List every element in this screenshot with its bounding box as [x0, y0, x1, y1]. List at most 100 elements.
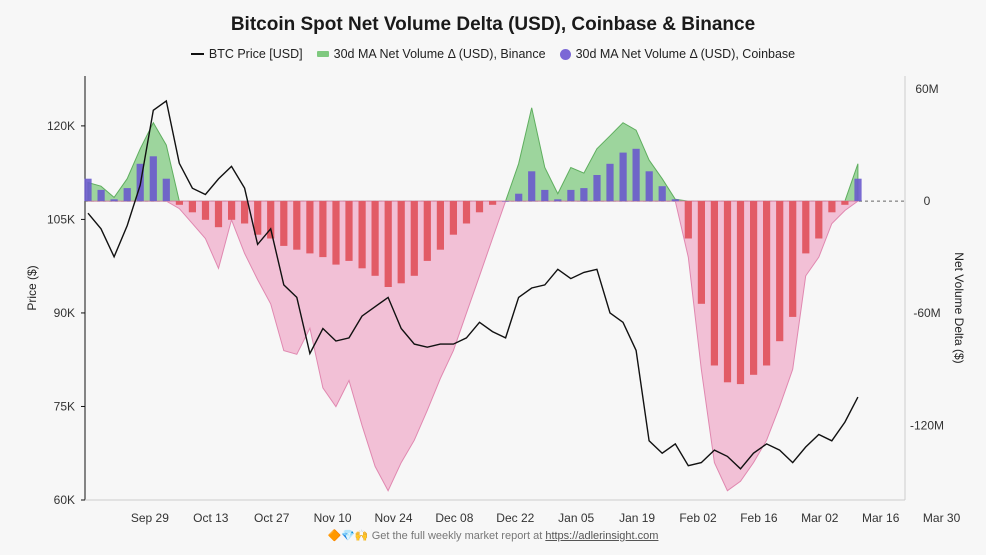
coinbase-bar [697, 201, 705, 304]
coinbase-bar [671, 199, 679, 202]
legend-label-price: BTC Price [USD] [208, 47, 303, 61]
legend-swatch-coinbase [559, 48, 571, 60]
coinbase-bar [815, 201, 823, 239]
y-right-tick-label: -120M [910, 418, 944, 432]
x-tick-label: Feb 02 [679, 511, 717, 525]
y-right-axis-title: Net Volume Delta ($) [952, 252, 966, 363]
coinbase-bar [776, 201, 784, 342]
coinbase-bar [619, 152, 627, 202]
coinbase-bar [475, 201, 484, 213]
coinbase-bar [580, 188, 588, 202]
coinbase-bar [162, 178, 170, 202]
x-tick-label: Dec 22 [496, 511, 534, 525]
coinbase-bar [84, 178, 92, 202]
y-left-tick-label: 60K [54, 493, 75, 507]
legend-label-binance: 30d MA Net Volume Δ (USD), Binance [333, 47, 546, 61]
x-tick-label: Sep 29 [131, 511, 169, 525]
coinbase-bar [841, 201, 849, 205]
coinbase-bar [489, 201, 497, 205]
coinbase-bar [149, 156, 157, 202]
legend-label-coinbase: 30d MA Net Volume Δ (USD), Coinbase [575, 47, 796, 61]
coinbase-bar [410, 201, 418, 276]
x-tick-label: Mar 02 [801, 511, 839, 525]
coinbase-bar [736, 201, 745, 385]
coinbase-bar [97, 189, 105, 202]
coinbase-bar [371, 201, 379, 276]
x-tick-label: Mar 16 [862, 511, 900, 525]
coinbase-bar [188, 201, 196, 213]
coinbase-bar [214, 201, 223, 228]
legend-item-coinbase[interactable]: 30d MA Net Volume Δ (USD), Coinbase [559, 47, 796, 61]
x-tick-label: Nov 10 [314, 511, 352, 525]
coinbase-bar [723, 201, 732, 383]
coinbase-bar [567, 189, 575, 202]
coinbase-bar [175, 201, 183, 205]
x-tick-label: Oct 13 [193, 511, 229, 525]
coinbase-bar [201, 201, 210, 220]
y-left-tick-label: 75K [54, 399, 75, 413]
coinbase-bar [462, 201, 471, 224]
coinbase-bar [515, 193, 523, 202]
footer-text: Get the full weekly market report at [371, 530, 543, 542]
x-tick-label: Jan 05 [558, 511, 594, 525]
coinbase-bar [632, 148, 640, 202]
chart-title: Bitcoin Spot Net Volume Delta (USD), Coi… [230, 14, 756, 35]
coinbase-bar [123, 188, 131, 202]
coinbase-bar [110, 199, 118, 202]
coinbase-bar [606, 163, 614, 202]
coinbase-bar [306, 201, 314, 254]
coinbase-bar [436, 201, 444, 250]
coinbase-bar [449, 201, 457, 235]
legend-item-binance[interactable]: 30d MA Net Volume Δ (USD), Binance [316, 47, 546, 61]
y-right-tick-label: -60M [913, 306, 940, 320]
coinbase-bar [828, 201, 836, 213]
coinbase-bar [789, 201, 797, 317]
coinbase-bar [397, 201, 405, 284]
coinbase-bar [763, 201, 771, 366]
coinbase-bar [345, 201, 353, 261]
coinbase-bar [658, 186, 666, 202]
coinbase-bar [528, 171, 536, 202]
y-left-axis-title: Price ($) [25, 265, 39, 310]
coinbase-bar [750, 201, 758, 375]
footer-icons: 🔶💎🙌 [327, 530, 369, 542]
y-right-tick-label: 0 [924, 194, 931, 208]
coinbase-bar [645, 171, 653, 202]
binance-area-positive [87, 107, 859, 202]
x-tick-label: Oct 27 [254, 511, 290, 525]
y-right-tick-label: 60M [915, 82, 938, 96]
legend-swatch-binance [316, 51, 329, 57]
coinbase-bar [332, 201, 340, 265]
y-left-tick-label: 120K [47, 119, 75, 133]
x-tick-label: Nov 24 [374, 511, 412, 525]
x-tick-label: Jan 19 [619, 511, 655, 525]
coinbase-bar [710, 201, 718, 366]
coinbase-bar [854, 178, 862, 202]
legend-swatch-price [190, 53, 204, 55]
coinbase-bar [241, 201, 249, 224]
coinbase-bar [280, 201, 288, 246]
coinbase-bar [593, 175, 601, 202]
coinbase-bar [502, 201, 510, 202]
coinbase-bar [541, 189, 549, 202]
coinbase-bar [384, 201, 392, 287]
legend: BTC Price [USD] 30d MA Net Volume Δ (USD… [0, 47, 986, 61]
price-line [87, 99, 859, 470]
coinbase-bar [319, 201, 327, 258]
x-tick-label: Mar 30 [923, 511, 961, 525]
footer-link[interactable]: https://adlerinsight.com [545, 530, 659, 542]
coinbase-bar [293, 201, 301, 250]
coinbase-bar [554, 199, 562, 202]
y-left-tick-label: 105K [47, 212, 75, 226]
footer: 🔶💎🙌 Get the full weekly market report at… [0, 529, 986, 542]
x-tick-label: Dec 08 [435, 511, 473, 525]
legend-item-price[interactable]: BTC Price [USD] [190, 47, 303, 61]
coinbase-bar [267, 201, 275, 239]
coinbase-bar [358, 201, 366, 269]
x-tick-label: Feb 16 [740, 511, 778, 525]
coinbase-bar [684, 201, 692, 239]
coinbase-bar [423, 201, 431, 261]
y-left-tick-label: 90K [54, 306, 75, 320]
coinbase-bar [802, 201, 810, 254]
